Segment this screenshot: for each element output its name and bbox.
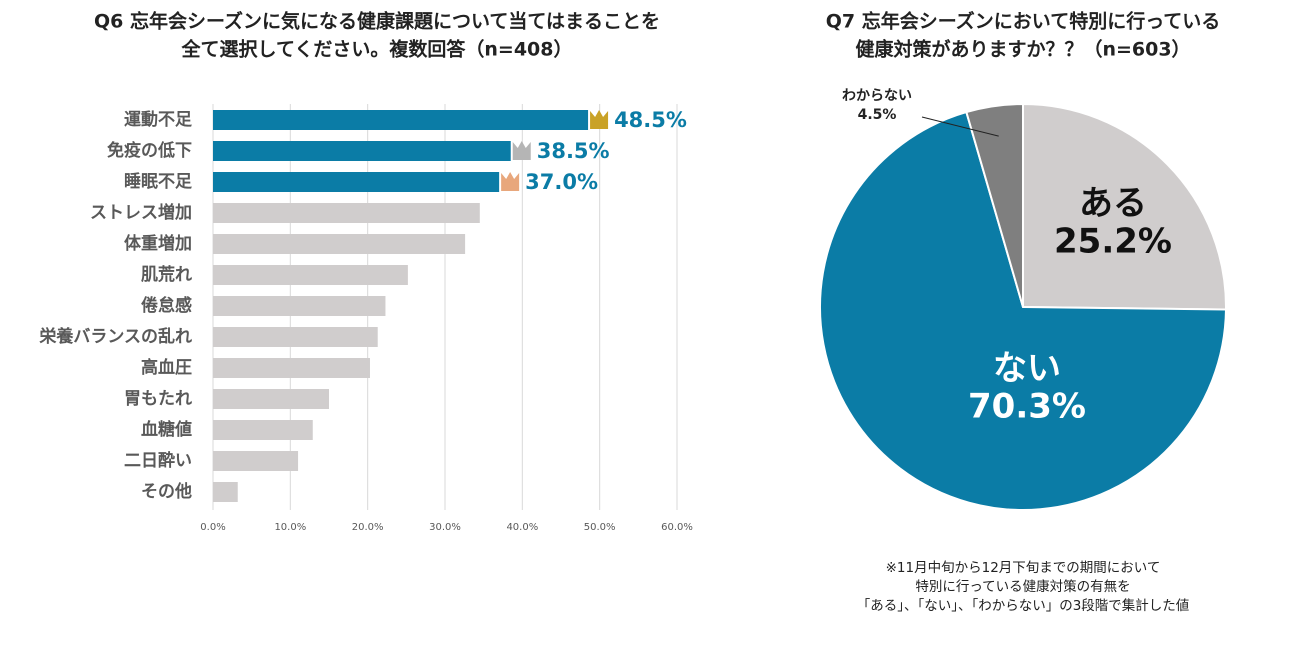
category-label: 体重増加 (124, 233, 192, 254)
slice-label: ない (993, 349, 1061, 389)
category-label: その他 (141, 481, 192, 502)
bar (213, 420, 313, 440)
bar (213, 327, 378, 347)
slice-label: わからない (842, 88, 912, 104)
slice-label: ある (1079, 184, 1147, 224)
slice-value: 4.5% (858, 107, 897, 123)
crown (512, 141, 531, 160)
category-label: 栄養バランスの乱れ (38, 326, 192, 347)
x-tick-label: 0.0% (200, 522, 225, 533)
category-label: ストレス増加 (90, 202, 192, 223)
bar (213, 234, 466, 254)
chart-title: Q7 忘年会シーズンにおいて特別に行っている (826, 10, 1221, 33)
bar (213, 265, 408, 285)
bar (213, 296, 386, 316)
bar (213, 358, 370, 378)
value-label: 38.5% (537, 139, 610, 163)
chart-title: 健康対策がありますか？？（n=603） (855, 38, 1190, 61)
pie-slice (1022, 102, 1227, 311)
bar (213, 172, 500, 192)
leader-line (921, 116, 999, 137)
pie-slice (965, 102, 1024, 308)
pie-slice (819, 110, 1227, 511)
category-label: 高血圧 (141, 357, 192, 378)
bar (213, 110, 589, 130)
note: 特別に行っている健康対策の有無を (915, 578, 1130, 595)
slice-value: 70.3% (968, 387, 1086, 427)
category-label: 倦怠感 (141, 295, 192, 316)
chart-title: Q6 忘年会シーズンに気になる健康課題について当てはまることを (94, 10, 660, 33)
x-tick-label: 40.0% (506, 522, 538, 533)
category-label: 血糖値 (141, 419, 192, 440)
x-tick-label: 30.0% (429, 522, 461, 533)
category-label: 免疫の低下 (107, 140, 192, 161)
category-label: 胃もたれ (124, 389, 192, 409)
category-label: 運動不足 (124, 109, 192, 130)
bar (213, 141, 511, 161)
category-label: 肌荒れ (141, 264, 192, 285)
slice-value: 25.2% (1054, 222, 1172, 262)
category-label: 睡眠不足 (124, 171, 192, 192)
x-tick-label: 50.0% (584, 522, 616, 533)
chart-title: 全て選択してください。複数回答（n=408） (181, 38, 573, 61)
note: 「ある」、「ない」、「わからない」の3段階で集計した値 (857, 598, 1190, 614)
crown (590, 110, 609, 129)
bar (213, 203, 480, 223)
category-label: 二日酔い (124, 450, 192, 471)
bar (213, 451, 299, 471)
x-tick-label: 20.0% (352, 522, 384, 533)
note: ※11月中旬から12月下旬までの期間において (886, 560, 1161, 576)
value-label: 48.5% (614, 108, 687, 132)
bar (213, 389, 329, 409)
x-tick-label: 10.0% (274, 522, 306, 533)
crown (501, 172, 520, 191)
x-tick-label: 60.0% (661, 522, 693, 533)
bar (213, 482, 238, 502)
value-label: 37.0% (525, 170, 598, 194)
